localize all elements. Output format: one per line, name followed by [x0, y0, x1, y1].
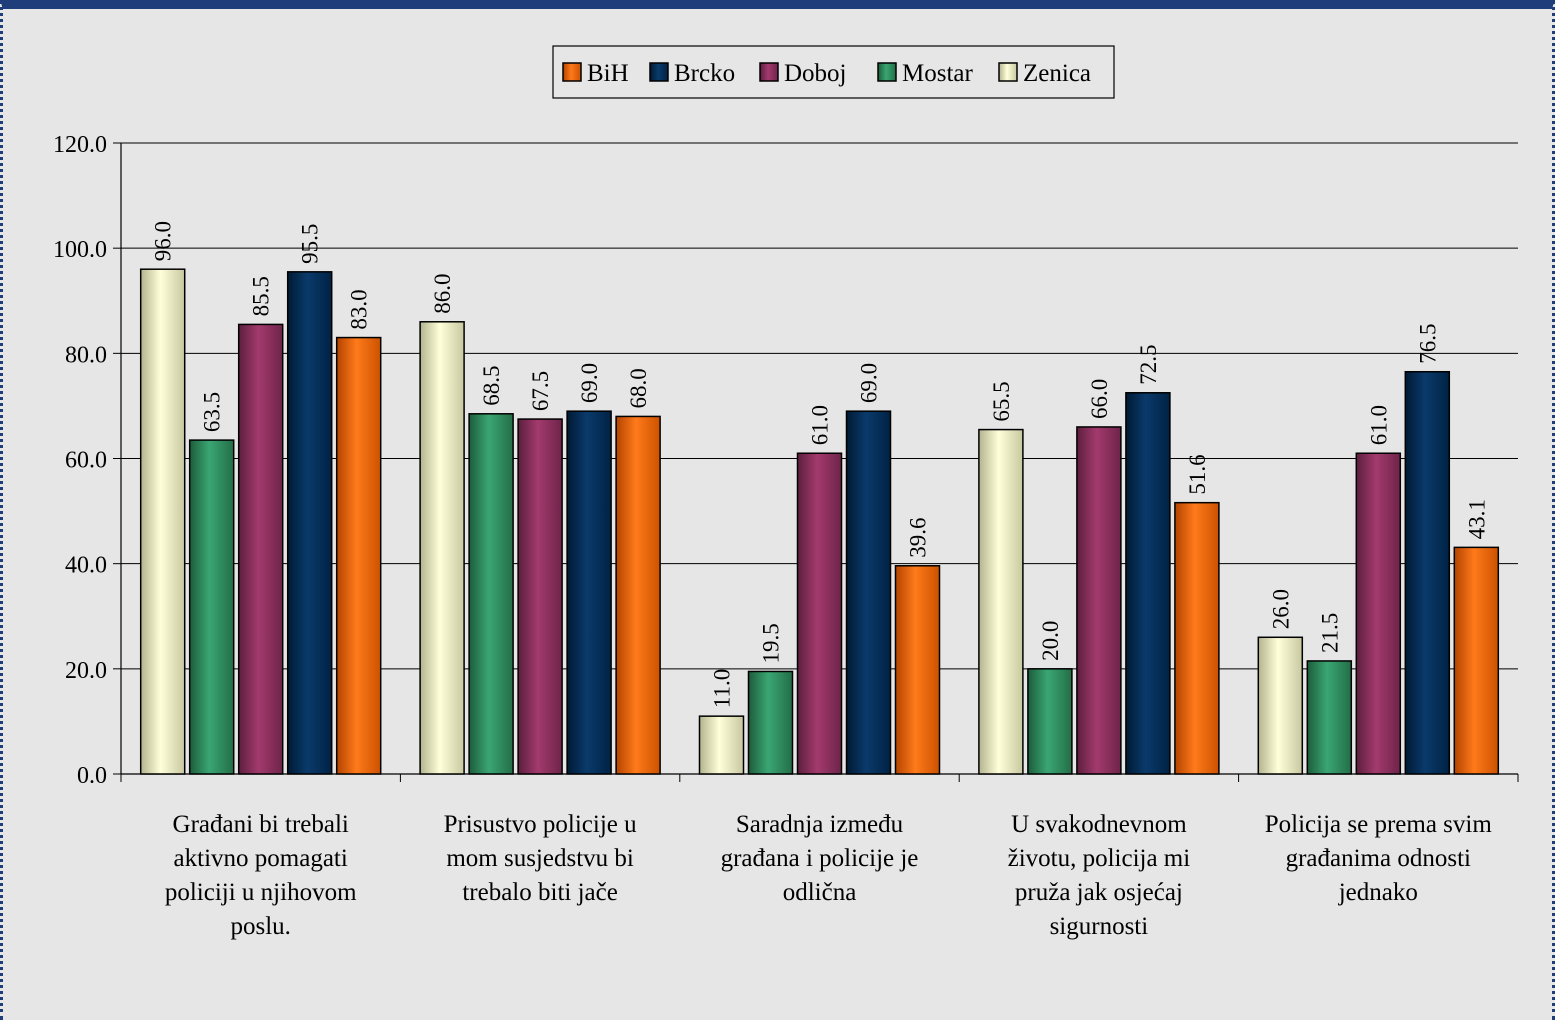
bar-doboj	[1076, 426, 1122, 775]
value-label: 69.0	[577, 363, 602, 403]
bar-brcko	[1404, 370, 1451, 775]
y-tick-label: 100.0	[53, 237, 107, 263]
bar-bih	[1453, 546, 1500, 775]
legend: BiH Brcko Doboj Mostar Zenica	[552, 45, 1115, 99]
category-label: životu, policija mi	[1008, 845, 1191, 872]
value-label: 68.0	[626, 368, 651, 408]
category-label: trebalo biti jače	[462, 879, 617, 906]
value-label: 76.5	[1415, 323, 1440, 363]
bar-zenica	[139, 268, 186, 775]
bar-mostar	[188, 439, 235, 775]
category-label: aktivno pomagati	[174, 845, 348, 872]
bar-bih	[1174, 501, 1220, 775]
value-label: 85.5	[249, 276, 274, 316]
value-label: 95.5	[298, 224, 323, 264]
legend-swatch-brcko	[649, 62, 669, 82]
legend-swatch-bih	[562, 62, 582, 82]
bar-zenica	[698, 715, 745, 775]
category-label: građanima odnosti	[1286, 845, 1471, 872]
legend-swatch-mostar	[877, 62, 897, 82]
category-label: U svakodnevnom	[1011, 811, 1187, 838]
category-labels: Građani bi trebali aktivno pomagati polici…	[165, 811, 1493, 940]
category-label: Policija se prema svim	[1265, 811, 1493, 838]
category-label: Prisustvo policije u	[444, 811, 638, 838]
category-label: sigurnosti	[1050, 913, 1149, 940]
axes: 0.0 20.0 40.0 60.0 80.0 100.0 120.0	[53, 132, 1519, 789]
bar-doboj	[796, 452, 843, 775]
bars	[139, 268, 1500, 775]
value-label: 63.5	[200, 392, 225, 432]
bar-brcko	[286, 271, 333, 775]
legend-box	[552, 45, 1115, 99]
bar-bih	[335, 336, 382, 775]
category-label: pruža jak osjećaj	[1015, 879, 1183, 906]
legend-label-doboj: Doboj	[784, 60, 847, 87]
category-label: jednako	[1338, 879, 1418, 906]
value-label: 11.0	[710, 669, 735, 708]
value-label: 19.5	[759, 623, 784, 663]
bar-zenica	[978, 428, 1024, 775]
bar-brcko	[845, 410, 892, 775]
value-label: 86.0	[430, 274, 455, 314]
bar-mostar	[1306, 660, 1353, 775]
bar-doboj	[237, 323, 284, 775]
bar-mostar	[1027, 668, 1073, 775]
y-tick-label: 20.0	[65, 658, 107, 684]
category-label: mom susjedstvu bi	[446, 845, 634, 872]
bar-brcko	[566, 410, 612, 775]
value-label: 66.0	[1087, 379, 1112, 419]
legend-swatch-doboj	[759, 62, 779, 82]
bar-brcko	[1125, 392, 1171, 775]
value-label: 61.0	[1366, 405, 1391, 445]
legend-label-zenica: Zenica	[1023, 60, 1091, 87]
value-label: 39.6	[906, 518, 931, 558]
value-label: 20.0	[1038, 621, 1063, 661]
category-label: policiji u njihovom	[165, 879, 357, 906]
y-tick-label: 40.0	[65, 553, 107, 579]
y-tick-label: 60.0	[65, 448, 107, 474]
bar-doboj	[517, 418, 563, 775]
category-label: poslu.	[230, 913, 290, 940]
value-label: 21.5	[1317, 613, 1342, 653]
bar-doboj	[1355, 452, 1402, 775]
value-label: 96.0	[151, 221, 176, 261]
category-label: odlična	[783, 879, 857, 906]
value-label: 65.5	[989, 381, 1014, 421]
value-label: 51.6	[1185, 454, 1210, 494]
value-label: 83.0	[347, 289, 372, 329]
bar-mostar	[468, 413, 514, 775]
value-label: 26.0	[1268, 589, 1293, 629]
bar-bih	[615, 415, 661, 775]
value-label: 43.1	[1464, 499, 1489, 539]
legend-swatch-zenica	[998, 62, 1018, 82]
value-label: 72.5	[1136, 345, 1161, 385]
bar-bih	[894, 565, 941, 775]
value-label: 69.0	[857, 363, 882, 403]
y-tick-label: 0.0	[77, 763, 107, 789]
value-label: 67.5	[528, 371, 553, 411]
bar-zenica	[419, 321, 465, 775]
y-tick-label: 80.0	[65, 342, 107, 368]
y-tick-label: 120.0	[53, 132, 107, 158]
category-label: Saradnja između	[736, 811, 904, 838]
bar-zenica	[1257, 636, 1304, 775]
value-labels: 96.0 63.5 85.5 95.5 83.0 86.0 68.5 67.5 69.0 68.0…	[151, 221, 1490, 708]
category-label: građana i policije je	[721, 845, 919, 872]
value-label: 61.0	[808, 405, 833, 445]
value-label: 68.5	[479, 366, 504, 406]
legend-label-mostar: Mostar	[902, 60, 974, 87]
bar-mostar	[747, 670, 794, 775]
category-label: Građani bi trebali	[173, 811, 349, 838]
legend-label-brcko: Brcko	[674, 60, 735, 87]
legend-label-bih: BiH	[587, 60, 629, 87]
